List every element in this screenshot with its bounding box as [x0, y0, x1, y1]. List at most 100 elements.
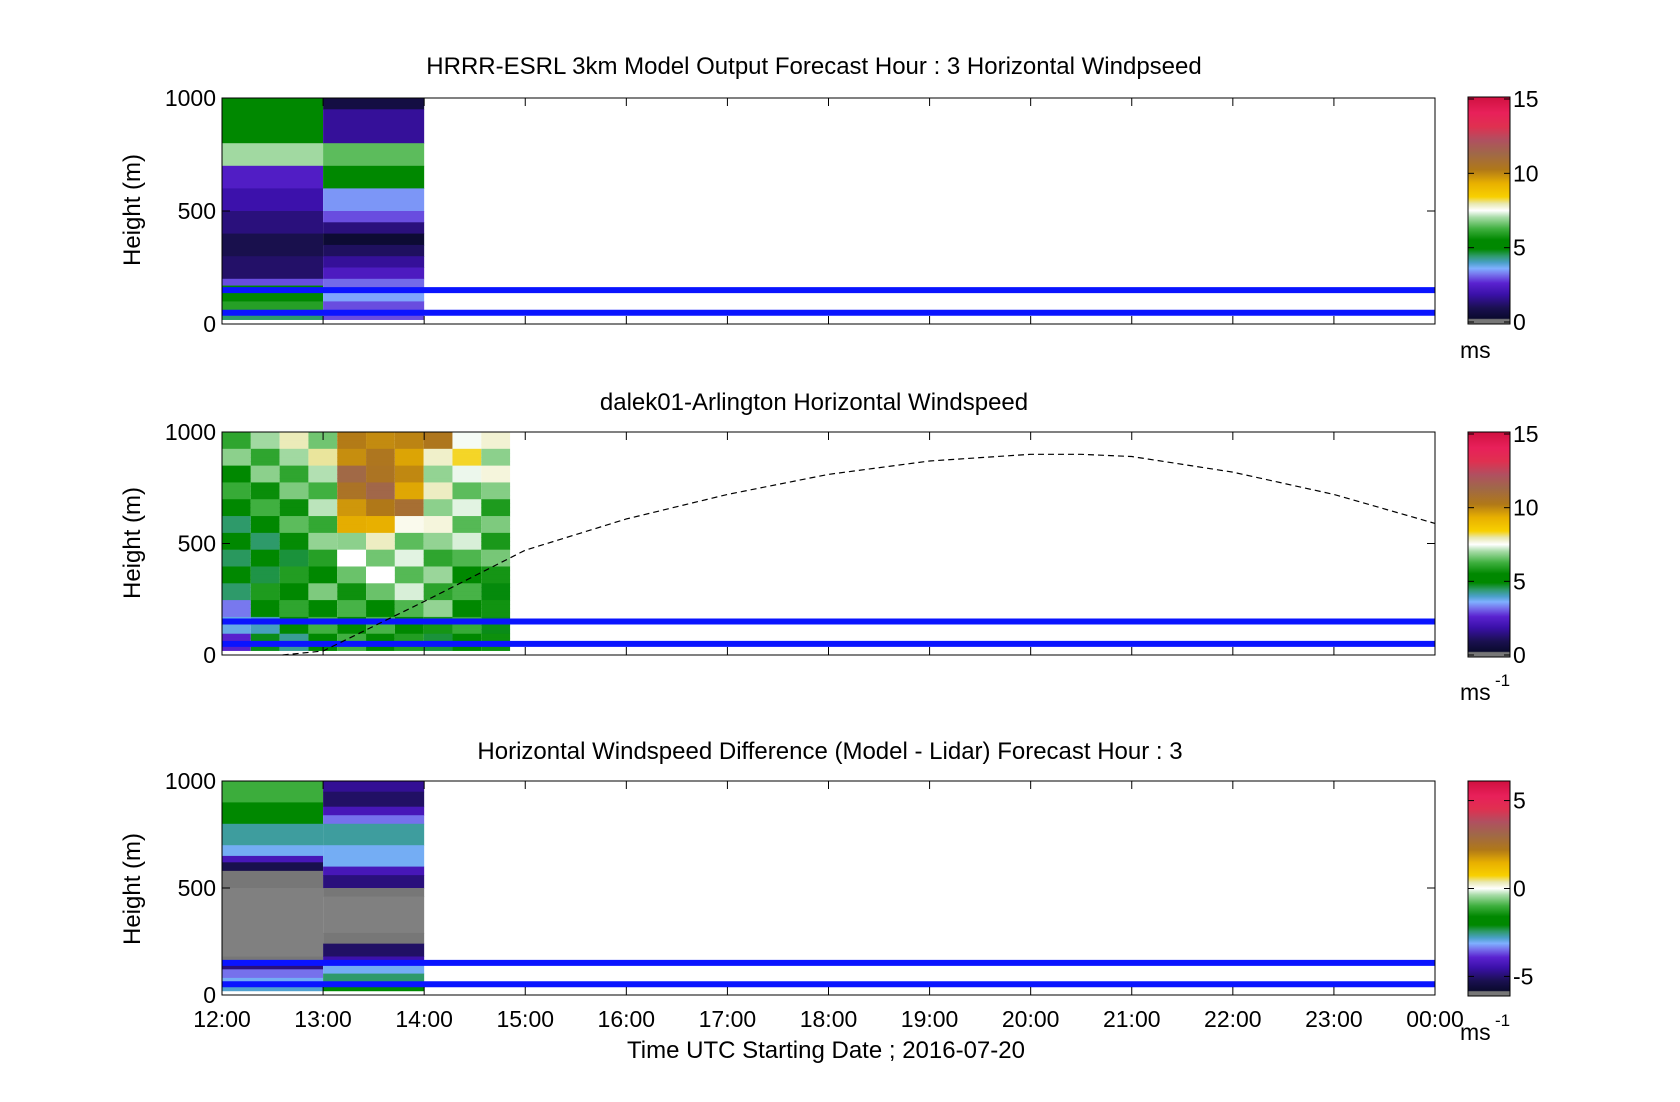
heatmap-cell [279, 541, 309, 546]
heatmap-cell [452, 486, 482, 492]
heatmap-cell [394, 486, 424, 492]
y-tick-label: 500 [178, 198, 216, 224]
heatmap-cell [481, 457, 511, 462]
heatmap-cell [481, 553, 511, 559]
heatmap-cell [481, 612, 511, 618]
heatmap-cell [366, 595, 395, 601]
heatmap-cell [481, 633, 511, 639]
heatmap-cell [279, 583, 309, 588]
heatmap-cell [337, 503, 367, 509]
heatmap-cell [394, 432, 424, 437]
heatmap-cell [308, 453, 338, 458]
heatmap-cell [452, 436, 482, 441]
heatmap-cell [279, 499, 309, 504]
heatmap-cell [394, 507, 424, 513]
heatmap-cell [222, 545, 251, 551]
heatmap-cell [452, 469, 482, 475]
heatmap-cell [394, 465, 424, 471]
y-tick-label: 1000 [165, 768, 216, 794]
heatmap-cell [250, 499, 280, 504]
heatmap-cell [423, 461, 453, 467]
heatmap-cell [323, 143, 425, 167]
heatmap-cell [250, 545, 280, 551]
heatmap-cell [366, 507, 395, 513]
heatmap-cell [279, 516, 309, 521]
heatmap-cell [337, 595, 367, 601]
heatmap-cell [394, 461, 424, 467]
heatmap-cell [323, 233, 425, 246]
heatmap-cell [452, 432, 482, 437]
heatmap-cell [394, 503, 424, 509]
heatmap-cell [222, 301, 324, 311]
heatmap-cell [308, 516, 338, 521]
heatmap-cell [323, 109, 425, 144]
heatmap-cell [394, 537, 424, 542]
x-tick-label: 18:00 [800, 1006, 858, 1032]
heatmap-cell [222, 278, 324, 287]
heatmap-cell [423, 595, 453, 601]
heatmap-cell [423, 478, 453, 483]
colorbar-tick-label: 10 [1513, 495, 1539, 521]
heatmap-cell [222, 629, 251, 635]
heatmap-cell [452, 503, 482, 509]
heatmap-cell [323, 222, 425, 235]
heatmap-cell [481, 637, 511, 643]
heatmap-cell [222, 453, 251, 458]
panel-model: HRRR-ESRL 3km Model Output Forecast Hour… [119, 53, 1539, 363]
heatmap-cell [250, 558, 280, 563]
heatmap-cell [222, 436, 251, 441]
heatmap-cell [308, 608, 338, 614]
heatmap-cell [222, 553, 251, 559]
heatmap-cell [323, 278, 425, 291]
colorbar-gradient [1468, 432, 1510, 657]
heatmap-cell [366, 562, 395, 567]
heatmap-cell [481, 469, 511, 475]
heatmap-cell [222, 448, 251, 454]
heatmap-cell [222, 781, 324, 803]
y-axis-label: Height (m) [119, 154, 146, 266]
heatmap-cell [452, 595, 482, 601]
heatmap-cell [222, 165, 324, 189]
heatmap-cell [337, 591, 367, 597]
heatmap-cell [279, 495, 309, 500]
heatmap-cell [423, 562, 453, 567]
heatmap-cell [222, 625, 251, 630]
heatmap-cell [337, 469, 367, 475]
heatmap-cell [337, 625, 367, 630]
heatmap-cell [394, 595, 424, 601]
heatmap-cell [366, 520, 395, 525]
heatmap-cell [308, 570, 338, 576]
heatmap-cell [250, 574, 280, 580]
heatmap-cell [481, 448, 511, 454]
x-tick-label: 19:00 [901, 1006, 959, 1032]
heatmap-cell [308, 474, 338, 479]
heatmap-cell [394, 474, 424, 479]
heatmap-cell [394, 549, 424, 555]
heatmap-cell [423, 469, 453, 475]
heatmap-cell [452, 583, 482, 588]
heatmap-cell [366, 579, 395, 584]
colorbar-tick-label: 0 [1513, 309, 1526, 335]
heatmap-cell [337, 600, 367, 605]
colorbar-tick-label: 0 [1513, 642, 1526, 668]
heatmap-cell [222, 474, 251, 479]
heatmap-cell [308, 545, 338, 551]
heatmap-cell [279, 457, 309, 462]
heatmap-cell [222, 591, 251, 597]
heatmap-cell [222, 969, 324, 979]
heatmap-cell [222, 499, 251, 504]
heatmap-cell [423, 436, 453, 441]
heatmap-cell [279, 490, 309, 496]
heatmap-cell [423, 486, 453, 492]
heatmap-cell [337, 583, 367, 588]
panel-lidar: dalek01-Arlington Horizontal Windspeed H… [119, 389, 1539, 705]
heatmap-cell [279, 574, 309, 580]
heatmap-cell [481, 440, 511, 446]
heatmap-cell [323, 806, 425, 816]
heatmap-cell [452, 507, 482, 513]
y-tick-label: 1000 [165, 85, 216, 111]
heatmap-cell [308, 482, 338, 488]
heatmap-cell [394, 579, 424, 584]
colorbar-tick-label: 5 [1513, 788, 1526, 814]
heatmap-cell [250, 549, 280, 555]
